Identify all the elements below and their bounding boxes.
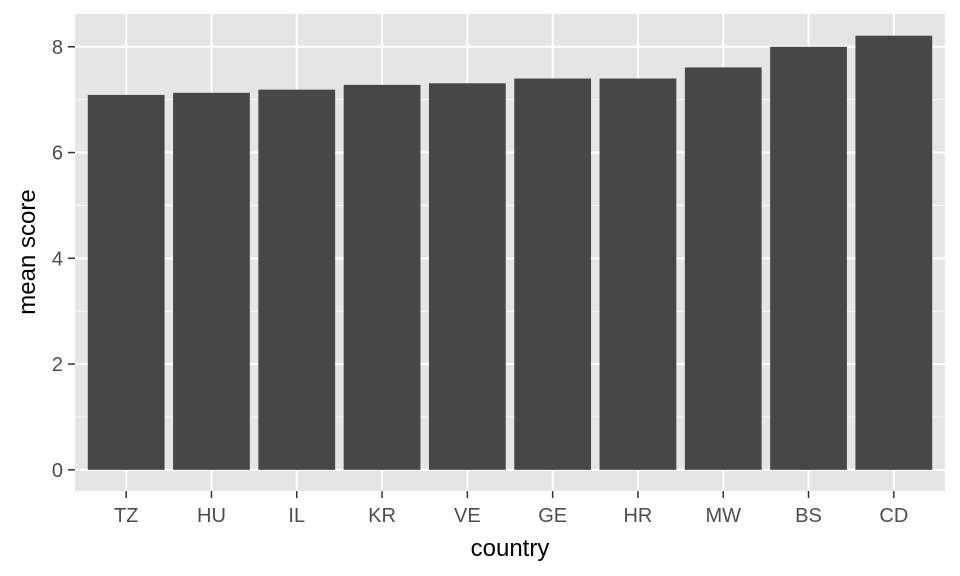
y-tick-label-0: 0 bbox=[52, 460, 63, 482]
bars bbox=[87, 35, 933, 470]
bar-tz bbox=[87, 94, 165, 470]
bar-ve bbox=[428, 83, 506, 470]
x-axis: TZ HU IL KR VE GE HR MW BS CD bbox=[114, 491, 908, 527]
y-tick-label-8: 8 bbox=[52, 37, 63, 59]
x-tick-label-bs: BS bbox=[795, 505, 822, 527]
x-tick-label-hr: HR bbox=[623, 505, 652, 527]
x-axis-title: country bbox=[471, 535, 550, 562]
x-tick-label-il: IL bbox=[288, 505, 305, 527]
y-axis: 0 2 4 6 8 bbox=[52, 37, 75, 482]
y-axis-title: mean score bbox=[14, 189, 41, 314]
bar-hr bbox=[599, 78, 677, 470]
y-tick-label-6: 6 bbox=[52, 143, 63, 165]
bar-kr bbox=[343, 84, 421, 470]
bar-cd bbox=[855, 35, 933, 470]
bar-bs bbox=[770, 46, 847, 470]
x-tick-label-tz: TZ bbox=[114, 505, 138, 527]
x-tick-label-ge: GE bbox=[538, 505, 567, 527]
x-tick-label-cd: CD bbox=[879, 505, 908, 527]
y-tick-label-4: 4 bbox=[52, 248, 63, 270]
x-tick-label-kr: KR bbox=[368, 505, 396, 527]
bar-ge bbox=[514, 78, 592, 470]
x-tick-label-ve: VE bbox=[454, 505, 481, 527]
bar-il bbox=[258, 89, 336, 470]
bar-hu bbox=[173, 92, 250, 470]
x-tick-label-mw: MW bbox=[705, 505, 741, 527]
y-tick-label-2: 2 bbox=[52, 354, 63, 376]
bar-mw bbox=[684, 67, 762, 470]
x-tick-label-hu: HU bbox=[197, 505, 226, 527]
